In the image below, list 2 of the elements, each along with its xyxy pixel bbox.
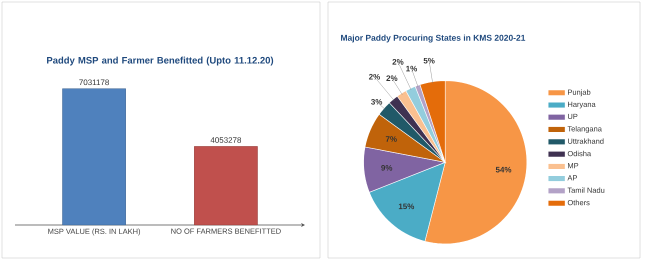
chart-title: Paddy MSP and Farmer Benefitted (Upto 11.12.20) [47,56,274,66]
chart-title: Major Paddy Procuring States in KMS 2020-21 [341,34,526,43]
